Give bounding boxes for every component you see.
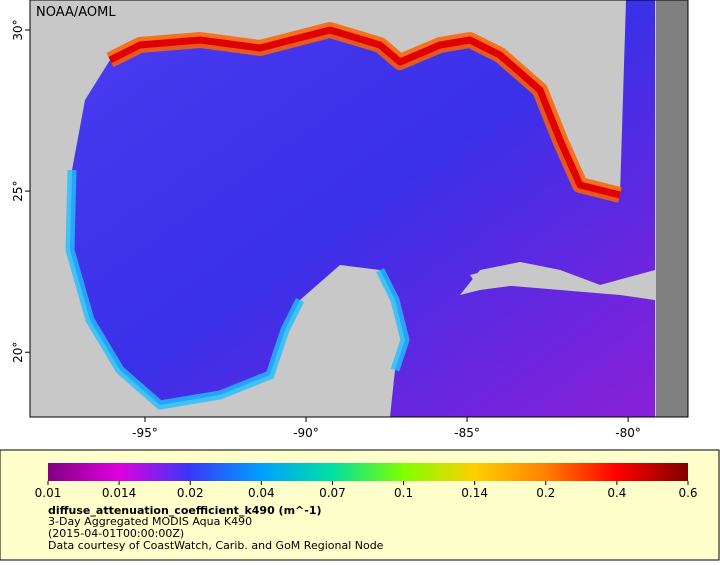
colorbar-tick-label: 0.01 <box>35 486 62 500</box>
colorbar-tick-label: 0.2 <box>536 486 555 500</box>
shelf-band <box>65 169 410 410</box>
legend-time: (2015-04-01T00:00:00Z) <box>48 527 184 540</box>
legend-variable: diffuse_attenuation_coefficient_k490 (m^… <box>48 504 322 517</box>
x-tick-label: -80° <box>615 426 641 440</box>
x-tick-label: -90° <box>293 426 319 440</box>
legend-source: Data courtesy of CoastWatch, Carib. and … <box>48 539 384 552</box>
legend-description: 3-Day Aggregated MODIS Aqua K490 <box>48 515 252 528</box>
map-area: NOAA/AOML <box>30 0 688 417</box>
no-data-strip <box>656 0 688 417</box>
y-tick-label: 20° <box>11 342 25 363</box>
colorbar-tick-label: 0.6 <box>678 486 697 500</box>
cuba <box>470 262 655 300</box>
coastal-band-inner <box>108 26 621 199</box>
colorbar-tick-label: 0.14 <box>461 486 488 500</box>
colorbar-tick-label: 0.1 <box>394 486 413 500</box>
y-tick-label: 30° <box>11 19 25 40</box>
colorbar-tick-label: 0.014 <box>102 486 136 500</box>
ocean <box>70 0 655 417</box>
colorbar-tick-label: 0.4 <box>607 486 626 500</box>
y-tick-label: 25° <box>11 180 25 201</box>
map-frame <box>29 0 689 418</box>
colorbar-tick-label: 0.02 <box>177 486 204 500</box>
colorbar-tick-label: 0.07 <box>319 486 346 500</box>
x-tick-label: -95° <box>132 426 158 440</box>
credit: NOAA/AOML <box>36 5 116 20</box>
colorbar <box>48 463 688 481</box>
x-tick-label: -85° <box>454 426 480 440</box>
colorbar-tick-label: 0.04 <box>248 486 275 500</box>
